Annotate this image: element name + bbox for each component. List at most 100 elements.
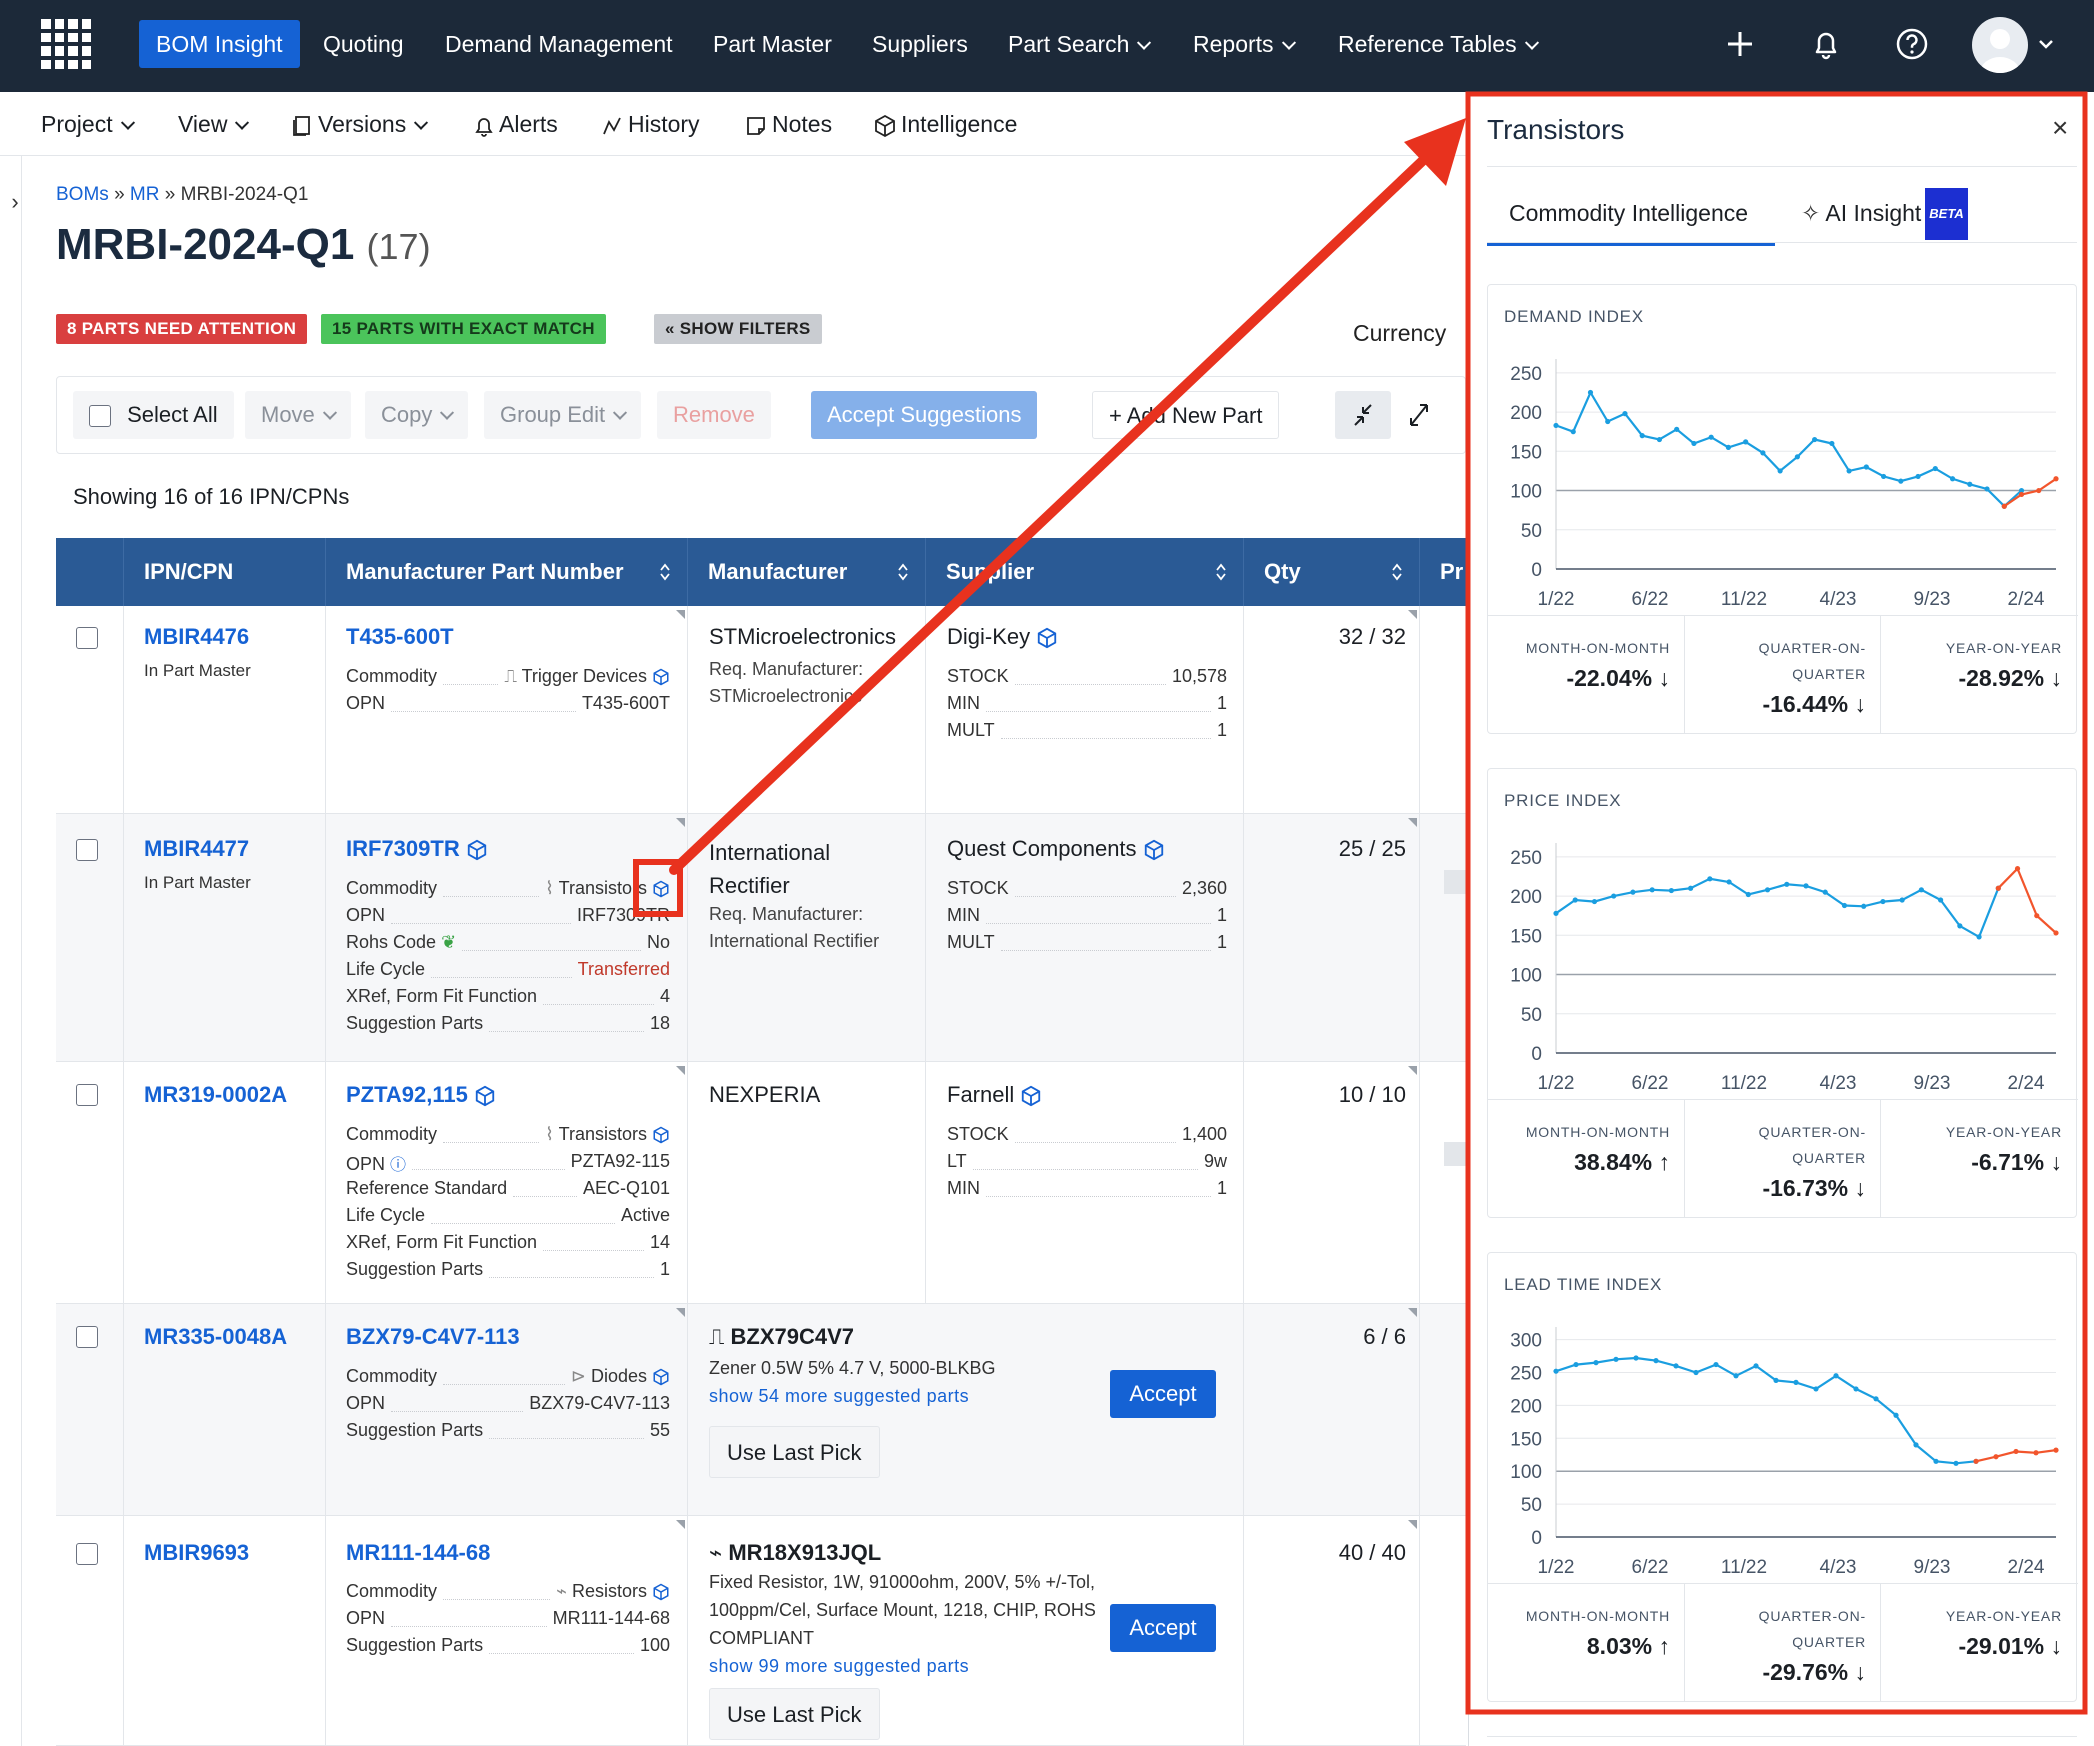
tab-commodity-intelligence[interactable]: Commodity Intelligence — [1487, 188, 1775, 246]
view-menu[interactable]: View — [178, 92, 250, 156]
table-row: MR335-0048A BZX79-C4V7-113 Commodity ⊳ Di… — [56, 1304, 1466, 1516]
nav-quoting[interactable]: Quoting — [323, 31, 404, 57]
header-supplier[interactable]: Supplier — [926, 538, 1244, 606]
breadcrumb-mr[interactable]: MR — [129, 184, 160, 205]
cube-icon[interactable] — [652, 1126, 670, 1144]
use-last-pick-button[interactable]: Use Last Pick — [709, 1688, 880, 1740]
qty-value: 40 / 40 — [1338, 1540, 1406, 1565]
remove-button[interactable]: Remove — [657, 391, 771, 439]
intelligence-button[interactable]: Intelligence — [873, 92, 1017, 156]
info-icon[interactable]: ⓘ — [390, 1157, 407, 1174]
show-filters-button[interactable]: « SHOW FILTERS — [654, 314, 822, 344]
nav-part-master[interactable]: Part Master — [713, 31, 832, 57]
nav-demand-management[interactable]: Demand Management — [445, 31, 673, 57]
suggested-part-number[interactable]: BZX79C4V7 — [730, 1324, 855, 1349]
accept-suggestions-button[interactable]: Accept Suggestions — [811, 391, 1038, 439]
mpn-link[interactable]: PZTA92,115 — [346, 1082, 496, 1108]
cube-icon[interactable] — [652, 1368, 670, 1386]
nav-suppliers[interactable]: Suppliers — [872, 31, 968, 57]
row-checkbox[interactable] — [76, 839, 98, 861]
row-checkbox[interactable] — [76, 1084, 98, 1106]
header-mpn[interactable]: Manufacturer Part Number — [326, 538, 688, 606]
supplier-name[interactable]: Digi-Key — [947, 624, 1058, 650]
sort-icon[interactable] — [1215, 562, 1227, 582]
header-qty[interactable]: Qty — [1244, 538, 1420, 606]
mpn-link[interactable]: BZX79-C4V7-113 — [346, 1324, 520, 1349]
sort-icon[interactable] — [1391, 562, 1403, 582]
expand-rows-button[interactable] — [1391, 391, 1447, 439]
ipn-link[interactable]: MR319-0002A — [144, 1082, 288, 1107]
copy-button[interactable]: Copy — [365, 391, 469, 439]
nav-bom-insight[interactable]: BOM Insight — [139, 20, 300, 68]
move-button[interactable]: Move — [245, 391, 351, 439]
nav-reference-tables[interactable]: Reference Tables — [1321, 20, 1554, 68]
cube-icon[interactable] — [1020, 1085, 1042, 1107]
accept-button[interactable]: Accept — [1110, 1604, 1216, 1652]
attr-value[interactable]: 1 — [659, 1259, 670, 1279]
alerts-button[interactable]: Alerts — [473, 92, 558, 156]
cube-icon[interactable] — [652, 1583, 670, 1601]
attr-opn: OPN ⓘ PZTA92-115 — [346, 1151, 670, 1178]
user-avatar[interactable] — [1972, 17, 2028, 73]
accept-button[interactable]: Accept — [1110, 1370, 1216, 1418]
select-all-checkbox[interactable] — [89, 405, 111, 428]
ipn-link[interactable]: MBIR4476 — [144, 624, 250, 649]
supplier-name[interactable]: Farnell — [947, 1082, 1042, 1108]
mpn-link[interactable]: MR111-144-68 — [346, 1540, 491, 1565]
attention-badge[interactable]: 8 PARTS NEED ATTENTION — [56, 314, 308, 344]
plus-icon[interactable] — [1718, 22, 1762, 66]
ipn-link[interactable]: MBIR4477 — [144, 836, 250, 861]
suggested-part-number[interactable]: MR18X913JQL — [728, 1540, 882, 1565]
metric-number: -16.44% — [1762, 691, 1849, 717]
attr-value[interactable]: 4 — [659, 986, 670, 1006]
attr-value[interactable]: 14 — [649, 1232, 670, 1252]
nav-part-search[interactable]: Part Search — [991, 20, 1166, 68]
breadcrumb-boms[interactable]: BOMs — [56, 184, 109, 205]
chevron-down-icon — [120, 115, 135, 130]
use-last-pick-button[interactable]: Use Last Pick — [709, 1426, 880, 1478]
manufacturer-cell — [688, 1062, 926, 1303]
add-new-part-button[interactable]: + Add New Part — [1092, 391, 1280, 439]
forecast-point — [2053, 476, 2059, 482]
history-button[interactable]: History — [600, 92, 700, 156]
versions-menu[interactable]: Versions — [290, 92, 429, 156]
mpn-link[interactable]: T435-600T — [346, 624, 454, 649]
header-ipn[interactable]: IPN/CPN — [124, 538, 326, 606]
row-checkbox[interactable] — [76, 627, 98, 649]
close-icon[interactable]: × — [2052, 112, 2069, 143]
group-edit-button[interactable]: Group Edit — [484, 391, 642, 439]
ipn-link[interactable]: MR335-0048A — [144, 1324, 288, 1349]
show-more-suggestions-link[interactable]: show 99 more suggested parts — [709, 1656, 970, 1676]
header-price[interactable]: Pr — [1420, 538, 1466, 606]
attr-value[interactable]: 100 — [639, 1635, 670, 1655]
header-manufacturer[interactable]: Manufacturer — [688, 538, 926, 606]
row-checkbox[interactable] — [76, 1326, 98, 1348]
cube-icon[interactable] — [1143, 839, 1165, 861]
supplier-name[interactable]: Quest Components — [947, 836, 1165, 862]
sidebar-expand-chevron-icon[interactable]: › — [11, 189, 19, 214]
mpn-link[interactable]: IRF7309TR — [346, 836, 488, 862]
project-menu[interactable]: Project — [41, 92, 135, 156]
ipn-link[interactable]: MBIR9693 — [144, 1540, 250, 1565]
show-more-suggestions-link[interactable]: show 54 more suggested parts — [709, 1386, 970, 1406]
row-checkbox[interactable] — [76, 1543, 98, 1565]
tab-ai-insight[interactable]: ✧ AI Insight BETA — [1801, 188, 1968, 246]
chevron-down-icon[interactable] — [2036, 34, 2056, 54]
select-all-button[interactable]: Select All — [73, 391, 234, 439]
commodity-intelligence-cube-icon[interactable] — [652, 880, 670, 898]
cube-icon[interactable] — [466, 839, 488, 861]
attr-value[interactable]: 18 — [649, 1013, 670, 1033]
app-logo-icon[interactable] — [41, 19, 91, 69]
bell-icon[interactable] — [1804, 22, 1848, 66]
collapse-rows-button[interactable] — [1335, 391, 1391, 439]
help-icon[interactable] — [1890, 22, 1934, 66]
exact-match-badge[interactable]: 15 PARTS WITH EXACT MATCH — [321, 314, 606, 344]
cube-icon[interactable] — [652, 668, 670, 686]
nav-reports[interactable]: Reports — [1176, 20, 1311, 68]
sort-icon[interactable] — [659, 562, 671, 582]
attr-value[interactable]: 55 — [649, 1420, 670, 1440]
sort-icon[interactable] — [897, 562, 909, 582]
notes-button[interactable]: Notes — [744, 92, 832, 156]
cube-icon[interactable] — [1036, 627, 1058, 649]
cube-icon[interactable] — [474, 1085, 496, 1107]
